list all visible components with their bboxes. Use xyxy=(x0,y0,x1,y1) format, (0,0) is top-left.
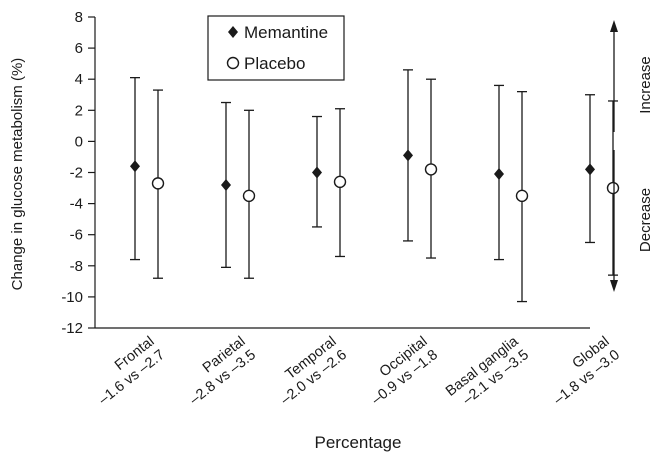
y-axis: -12 -10 -8 -6 -4 -2 0 2 4 6 8 xyxy=(61,9,96,337)
placebo-point xyxy=(606,181,620,195)
placebo-point xyxy=(515,189,529,203)
placebo-point xyxy=(242,189,256,203)
y-tick-label: 6 xyxy=(75,40,83,57)
y-tick-label: 0 xyxy=(75,133,83,150)
increase-arrowhead-icon xyxy=(610,20,618,32)
legend: Memantine Placebo xyxy=(207,15,345,81)
y-tick-label: 8 xyxy=(75,9,83,26)
x-axis: Frontal–1.6 vs –2.7 Parietal–2.8 vs –3.5 T… xyxy=(95,327,623,409)
memantine-point xyxy=(494,168,504,181)
memantine-point xyxy=(585,163,595,176)
memantine-point xyxy=(130,160,140,173)
y-tick-label: 2 xyxy=(75,102,83,119)
y-axis-title: Change in glucose metabolism (%) xyxy=(9,58,26,291)
placebo-point xyxy=(333,175,347,189)
increase-decrease-indicator: Increase Decrease xyxy=(610,20,654,292)
memantine-point xyxy=(403,149,413,162)
y-tick-label: -2 xyxy=(70,165,83,182)
decrease-label: Decrease xyxy=(637,188,654,252)
legend-box xyxy=(207,15,345,81)
x-axis-title: Percentage xyxy=(315,433,402,452)
legend-marker-memantine xyxy=(228,26,238,38)
y-tick-label: 4 xyxy=(75,71,83,88)
x-category-label: Temporal–2.0 vs –2.6 xyxy=(278,334,350,409)
x-category-label: Global–1.8 vs –3.0 xyxy=(551,334,623,409)
y-tick-label: -10 xyxy=(61,289,83,306)
x-category-label: Basal ganglia–2.1 vs –3.5 xyxy=(443,333,532,408)
placebo-point xyxy=(151,177,165,190)
x-category-label: Occipital–0.9 vs –1.8 xyxy=(369,334,441,409)
chart-marks xyxy=(130,69,620,303)
memantine-point xyxy=(312,166,322,179)
legend-label-placebo: Placebo xyxy=(244,54,305,73)
y-tick-label: -6 xyxy=(70,227,83,244)
increase-label: Increase xyxy=(637,56,654,114)
legend-label-memantine: Memantine xyxy=(244,23,328,42)
x-category-label: Frontal–1.6 vs –2.7 xyxy=(96,334,168,409)
y-tick-label: -4 xyxy=(70,196,83,213)
placebo-point xyxy=(424,163,438,176)
y-tick-label: -12 xyxy=(61,320,83,337)
x-category-label: Parietal–2.8 vs –3.5 xyxy=(187,334,259,409)
decrease-arrowhead-icon xyxy=(610,280,618,292)
memantine-point xyxy=(221,178,231,191)
y-tick-label: -8 xyxy=(70,258,83,275)
legend-marker-placebo xyxy=(226,56,240,70)
